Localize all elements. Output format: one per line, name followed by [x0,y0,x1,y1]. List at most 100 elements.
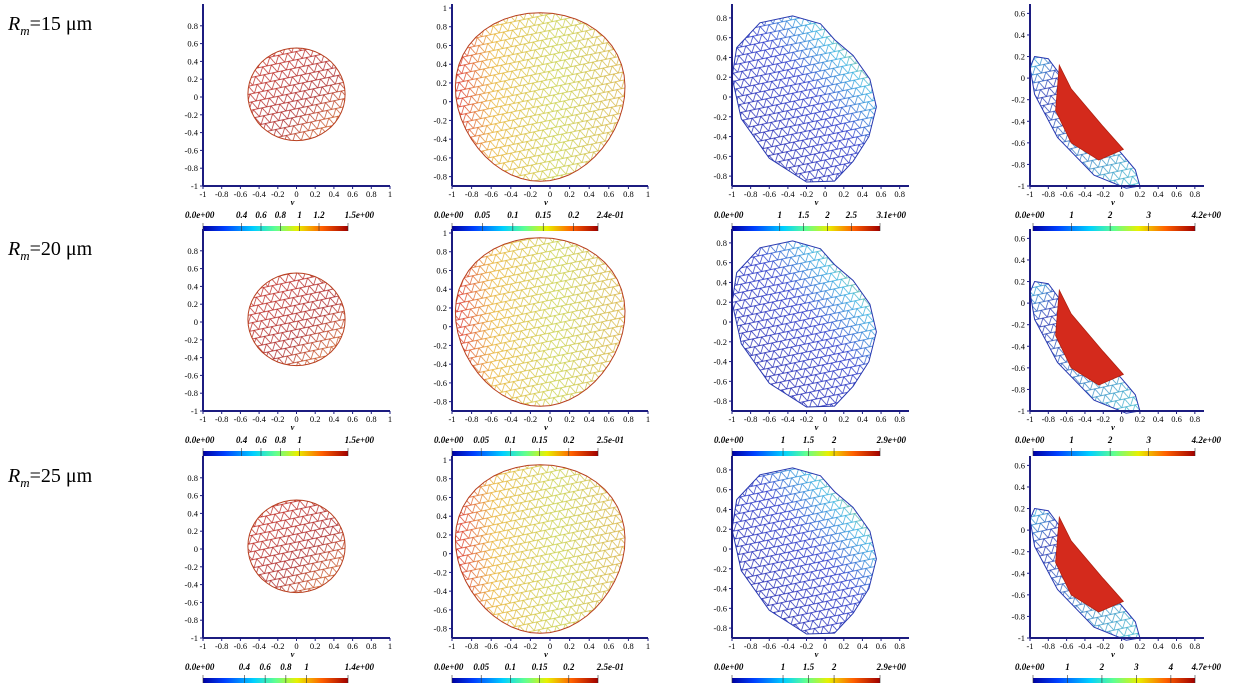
y-tick-label: 0 [1021,525,1025,535]
y-tick-label: -0.2 [714,564,727,574]
y-tick-label: -0.2 [714,112,727,122]
y-tick-label: -0.2 [185,562,198,572]
x-tick-label: -0.8 [465,414,478,424]
y-tick-label: 0.8 [716,465,727,475]
y-tick-label: -1 [191,181,198,191]
colorbar-tick-label: 1 [1065,662,1070,672]
mesh-fill [455,13,625,182]
x-tick-label: -0.6 [763,414,776,424]
x-tick-label: 0.4 [329,414,340,424]
x-tick-label: -0.2 [800,414,813,424]
x-tick-label: 0.4 [329,189,340,199]
y-tick-label: 1 [443,3,447,13]
x-tick-label: 0.4 [584,641,595,651]
x-tick-label: 0.2 [564,189,575,199]
x-tick-label: 0.2 [564,414,575,424]
x-tick-label: 0 [1119,189,1123,199]
y-tick-label: -0.2 [714,337,727,347]
colorbar-tick-label: 0.4 [236,210,248,220]
y-tick-label: -0.4 [185,353,199,363]
y-tick-label: 0.4 [436,59,447,69]
y-tick-label: -0.8 [714,396,727,406]
y-tick-label: 0.8 [436,22,447,32]
y-tick-label: 0 [443,322,447,332]
x-tick-label: -0.6 [484,641,497,651]
colorbar-tick-label: 0.8 [280,662,292,672]
x-tick-label: -1 [199,641,206,651]
x-axis-label: v [291,649,295,659]
x-tick-label: -0.8 [1042,414,1055,424]
y-tick-label: 0.6 [1014,233,1025,243]
x-tick-label: -1 [728,189,735,199]
y-tick-label: 0.4 [716,504,727,514]
x-tick-label: -0.8 [744,414,757,424]
y-tick-label: 0.4 [1014,255,1025,265]
mesh [248,48,345,141]
colorbar-tick-label: 0.6 [255,210,267,220]
mesh-fill [455,238,625,407]
x-tick-label: -0.8 [215,189,228,199]
y-tick-label: 0.4 [187,281,198,291]
x-tick-label: -1 [448,641,455,651]
x-tick-label: -0.4 [504,414,518,424]
y-tick-label: -0.6 [714,376,727,386]
x-tick-label: -1 [199,414,206,424]
colorbar-tick-label: 2.5e-01 [596,435,624,445]
colorbar-tick-label: 1.4e+00 [345,662,375,672]
x-tick-label: 0.6 [603,414,614,424]
x-tick-label: 1 [388,414,392,424]
x-tick-label: -0.2 [524,189,537,199]
colorbar [732,678,880,683]
y-tick-label: 0.6 [1014,460,1025,470]
x-tick-label: -0.2 [271,641,284,651]
x-tick-label: 0.6 [347,189,358,199]
y-tick-label: 0.6 [436,492,447,502]
row-label-symbol: R [7,238,20,260]
y-tick-label: -0.8 [714,171,727,181]
colorbar-tick-label: 4.2e+00 [1191,435,1222,445]
x-tick-label: -0.2 [271,189,284,199]
x-tick-label: 1 [646,189,650,199]
y-tick-label: 0.2 [716,524,727,534]
y-tick-label: 0.4 [716,52,727,62]
y-tick-label: -1 [1018,633,1025,643]
x-tick-label: 0.2 [564,641,575,651]
y-tick-label: 0.8 [436,474,447,484]
x-axis-label: v [815,197,819,207]
colorbar-tick-label: 1 [1069,210,1074,220]
colorbar [1033,451,1195,456]
colorbar-tick-label: 0.2 [563,435,575,445]
x-tick-label: -1 [199,189,206,199]
colorbar-tick-label: 3 [1133,662,1139,672]
colorbar-tick-label: 0.0e+00 [434,210,464,220]
x-tick-label: 0 [548,189,552,199]
x-tick-label: 0 [294,641,298,651]
x-tick-label: 1 [388,641,392,651]
mesh [1030,57,1140,189]
y-tick-label: 0.2 [716,297,727,307]
y-tick-label: 0.2 [187,526,198,536]
colorbar-tick-label: 1.5e+00 [345,210,375,220]
y-tick-label: -1 [191,406,198,416]
y-tick-label: -0.6 [185,597,198,607]
x-axis-label: v [291,422,295,432]
y-tick-label: 0 [194,92,198,102]
y-tick-label: -0.6 [434,605,447,615]
x-tick-label: 0.6 [876,414,887,424]
y-tick-label: 0.4 [1014,30,1025,40]
mesh [248,500,345,593]
colorbar-tick-label: 0.1 [507,210,518,220]
colorbar-tick-label: 0.6 [260,662,272,672]
x-tick-label: -0.8 [744,641,757,651]
x-tick-label: 0.6 [603,189,614,199]
colorbar-tick-label: 0.15 [532,662,548,672]
y-tick-label: 1 [443,455,447,465]
mesh [732,468,876,634]
y-tick-label: -1 [1018,406,1025,416]
x-tick-label: 0.6 [876,189,887,199]
row-label-symbol: R [7,13,20,35]
x-tick-label: -0.6 [484,414,497,424]
y-tick-label: -0.4 [1012,341,1026,351]
x-tick-label: 0 [1119,414,1123,424]
y-tick-label: -0.8 [185,615,198,625]
